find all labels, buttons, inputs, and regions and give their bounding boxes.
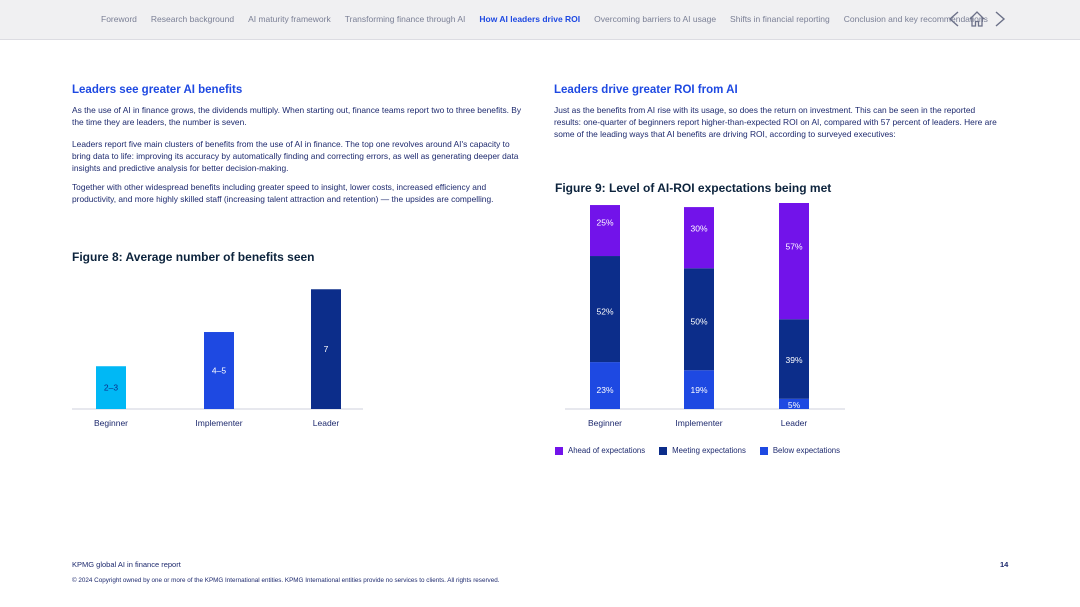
legend-swatch [555,446,563,455]
data-label-implementer-ahead: 30% [690,224,707,234]
bar-implementer [204,332,234,409]
legend-item-ahead: Ahead of expectations [555,446,645,455]
nav-item-ai-maturity-framework[interactable]: AI maturity framework [248,14,331,24]
nav-menu: Foreword Research background AI maturity f… [101,14,1002,24]
bar-segment-beginner-meeting [590,256,620,363]
data-label-leader-ahead: 57% [785,242,802,252]
legend-label: Ahead of expectations [568,446,646,455]
data-label-implementer-below: 19% [690,385,707,395]
data-label-beginner: 2–3 [104,383,118,393]
figure-9-title: Figure 9: Level of AI-ROI expectations b… [555,181,832,195]
figure-9-legend: Ahead of expectations Meeting expectation… [555,446,854,455]
legend-item-meeting: Meeting expectations [659,446,746,455]
legend-label: Meeting expectations [672,446,746,455]
right-paragraph-1: Just as the benefits from AI rise with i… [554,105,997,139]
figure-8-title: Figure 8: Average number of benefits see… [72,250,315,264]
nav-item-foreword[interactable]: Foreword [101,14,137,24]
data-label-beginner-ahead: 25% [596,217,613,227]
top-navigation: Foreword Research background AI maturity f… [0,0,1080,40]
nav-item-how-ai-leaders-drive-roi[interactable]: How AI leaders drive ROI [479,14,581,24]
left-heading: Leaders see greater AI benefits [72,84,243,96]
chevron-right-icon[interactable] [994,11,1006,27]
nav-item-conclusion-and-key-recommendations[interactable]: Conclusion and key recommendations [843,14,988,24]
legend-swatch [759,446,768,455]
nav-controls [948,10,1006,28]
tick-label-implementer: Implementer [195,418,242,428]
data-label-implementer-meeting: 50% [690,316,707,326]
copyright-notice: © 2024 Copyright owned by one or more of… [72,577,500,584]
data-label-beginner-meeting: 52% [596,306,613,316]
data-label-leader: 7 [324,344,329,354]
bar-leader [311,289,341,409]
home-icon[interactable] [968,10,986,28]
tick-label-leader: Leader [313,418,340,428]
tick-label-implementer: Implementer [675,418,722,428]
chevron-left-icon[interactable] [948,11,960,27]
left-paragraph-3: Together with other widespread benefits … [72,182,494,204]
left-paragraph-2: Leaders report five main clusters of ben… [72,139,519,173]
page-number: 14 [1000,560,1009,569]
bar-segment-leader-below [779,398,809,409]
nav-item-overcoming-barriers-to-ai-usage[interactable]: Overcoming barriers to AI usage [594,14,717,24]
bar-segment-implementer-below [684,370,714,409]
legend-label: Below expectations [772,446,841,455]
nav-item-transforming-finance-through-ai[interactable]: Transforming finance through AI [344,14,466,24]
right-heading: Leaders drive greater ROI from AI [554,84,738,96]
bar-segment-beginner-below [590,362,620,409]
bar-beginner [96,366,126,409]
figure-8-chart: 2–3 Beginner 4–5 Implementer 7 Leader [72,289,363,428]
data-label-beginner-below: 23% [596,385,613,395]
data-label-leader-below: 5% [788,400,801,410]
footer-report-name: KPMG global AI in finance report [72,560,181,569]
data-label-implementer: 4–5 [212,366,226,376]
bar-segment-implementer-meeting [684,268,714,371]
legend-item-below: Below expectations [759,446,841,455]
bar-segment-implementer-ahead [684,207,714,269]
tick-label-beginner: Beginner [94,418,128,428]
bar-segment-beginner-ahead [590,205,620,257]
tick-label-beginner: Beginner [588,418,622,428]
tick-label-leader: Leader [781,418,808,428]
nav-item-shifts-in-financial-reporting[interactable]: Shifts in financial reporting [730,14,830,24]
left-paragraph-1: As the use of AI in finance grows, the d… [72,105,522,127]
data-label-leader-meeting: 39% [785,355,802,365]
bar-segment-leader-meeting [779,319,809,399]
nav-item-research-background[interactable]: Research background [150,14,235,24]
legend-swatch [659,446,668,455]
figure-9-chart: 23% 52% 25% Beginner 19% 50% 30% Implementer 5% 3… [565,203,845,428]
bar-segment-leader-ahead [779,203,809,320]
